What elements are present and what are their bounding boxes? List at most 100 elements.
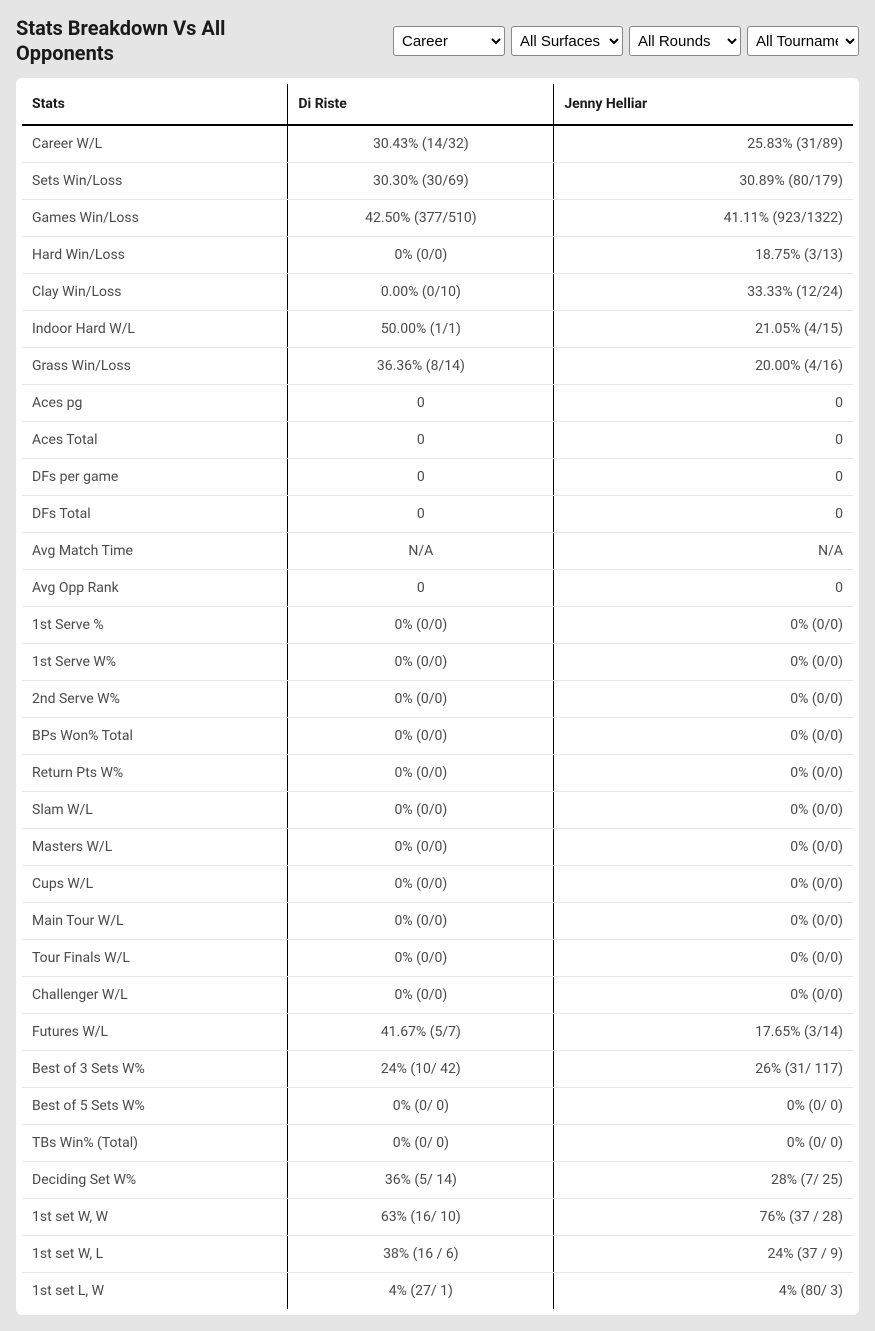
stat-label: 1st Serve W% xyxy=(22,644,288,681)
stat-label: 1st set W, L xyxy=(22,1236,288,1273)
stat-value-player2: 0% (0/0) xyxy=(554,792,853,829)
table-row: Masters W/L0% (0/0)0% (0/0) xyxy=(22,829,853,866)
table-row: Career W/L30.43% (14/32)25.83% (31/89) xyxy=(22,125,853,163)
stat-label: Games Win/Loss xyxy=(22,200,288,237)
stat-value-player2: 0% (0/0) xyxy=(554,681,853,718)
table-row: Slam W/L0% (0/0)0% (0/0) xyxy=(22,792,853,829)
stat-value-player1: 63% (16/ 10) xyxy=(288,1199,554,1236)
stat-value-player2: 0% (0/0) xyxy=(554,718,853,755)
stat-value-player2: 28% (7/ 25) xyxy=(554,1162,853,1199)
stat-value-player1: 0 xyxy=(288,385,554,422)
table-row: Main Tour W/L0% (0/0)0% (0/0) xyxy=(22,903,853,940)
stat-value-player2: 0 xyxy=(554,459,853,496)
stat-label: 1st set L, W xyxy=(22,1273,288,1310)
stat-label: Return Pts W% xyxy=(22,755,288,792)
stat-value-player1: 0 xyxy=(288,570,554,607)
stat-value-player1: 36% (5/ 14) xyxy=(288,1162,554,1199)
column-header-stats: Stats xyxy=(22,84,288,125)
stat-value-player2: 25.83% (31/89) xyxy=(554,125,853,163)
stat-label: Challenger W/L xyxy=(22,977,288,1014)
stat-value-player1: 0% (0/0) xyxy=(288,607,554,644)
filter-surface-select[interactable]: All Surfaces xyxy=(511,26,623,56)
stat-value-player1: 0% (0/0) xyxy=(288,940,554,977)
filter-tournaments-select[interactable]: All Tournaments xyxy=(747,26,859,56)
stat-value-player1: 0% (0/0) xyxy=(288,718,554,755)
stat-value-player1: 36.36% (8/14) xyxy=(288,348,554,385)
stat-value-player1: 0% (0/0) xyxy=(288,681,554,718)
table-row: Challenger W/L0% (0/0)0% (0/0) xyxy=(22,977,853,1014)
stat-value-player2: 0% (0/0) xyxy=(554,940,853,977)
stat-label: Sets Win/Loss xyxy=(22,163,288,200)
stat-value-player1: 38% (16 / 6) xyxy=(288,1236,554,1273)
stat-value-player2: 0% (0/0) xyxy=(554,607,853,644)
stat-label: Best of 5 Sets W% xyxy=(22,1088,288,1125)
stat-value-player2: 0 xyxy=(554,570,853,607)
stat-value-player2: 0% (0/0) xyxy=(554,644,853,681)
stat-value-player2: 24% (37 / 9) xyxy=(554,1236,853,1273)
stat-value-player2: 20.00% (4/16) xyxy=(554,348,853,385)
stat-value-player1: 0% (0/0) xyxy=(288,237,554,274)
table-row: Avg Match TimeN/AN/A xyxy=(22,533,853,570)
table-row: Return Pts W%0% (0/0)0% (0/0) xyxy=(22,755,853,792)
stat-value-player1: 30.43% (14/32) xyxy=(288,125,554,163)
stat-value-player1: 0% (0/0) xyxy=(288,903,554,940)
table-row: Best of 3 Sets W%24% (10/ 42)26% (31/ 11… xyxy=(22,1051,853,1088)
table-row: Clay Win/Loss0.00% (0/10)33.33% (12/24) xyxy=(22,274,853,311)
table-row: Indoor Hard W/L50.00% (1/1)21.05% (4/15) xyxy=(22,311,853,348)
stat-value-player1: 0% (0/0) xyxy=(288,977,554,1014)
stat-label: Futures W/L xyxy=(22,1014,288,1051)
table-row: 1st set W, L38% (16 / 6)24% (37 / 9) xyxy=(22,1236,853,1273)
table-row: Avg Opp Rank00 xyxy=(22,570,853,607)
table-row: Best of 5 Sets W%0% (0/ 0)0% (0/ 0) xyxy=(22,1088,853,1125)
stat-label: Cups W/L xyxy=(22,866,288,903)
table-row: 1st set L, W4% (27/ 1)4% (80/ 3) xyxy=(22,1273,853,1310)
stat-value-player2: 4% (80/ 3) xyxy=(554,1273,853,1310)
filter-career-select[interactable]: Career xyxy=(393,26,505,56)
table-row: Aces Total00 xyxy=(22,422,853,459)
table-row: Futures W/L41.67% (5/7)17.65% (3/14) xyxy=(22,1014,853,1051)
stat-value-player2: 0% (0/0) xyxy=(554,977,853,1014)
table-row: DFs Total00 xyxy=(22,496,853,533)
stat-value-player1: 30.30% (30/69) xyxy=(288,163,554,200)
page-title: Stats Breakdown Vs All Opponents xyxy=(16,16,316,66)
table-header-row: Stats Di Riste Jenny Helliar xyxy=(22,84,853,125)
stat-value-player1: 0% (0/0) xyxy=(288,866,554,903)
stat-label: Clay Win/Loss xyxy=(22,274,288,311)
stat-label: Avg Match Time xyxy=(22,533,288,570)
stat-value-player2: 0 xyxy=(554,496,853,533)
table-row: 1st Serve %0% (0/0)0% (0/0) xyxy=(22,607,853,644)
stat-value-player1: 41.67% (5/7) xyxy=(288,1014,554,1051)
table-row: DFs per game00 xyxy=(22,459,853,496)
stat-value-player2: 30.89% (80/179) xyxy=(554,163,853,200)
table-row: TBs Win% (Total)0% (0/ 0)0% (0/ 0) xyxy=(22,1125,853,1162)
stats-card: Stats Di Riste Jenny Helliar Career W/L3… xyxy=(16,78,859,1315)
stat-label: DFs per game xyxy=(22,459,288,496)
table-row: Deciding Set W%36% (5/ 14)28% (7/ 25) xyxy=(22,1162,853,1199)
stat-value-player1: 42.50% (377/510) xyxy=(288,200,554,237)
stat-value-player2: 0 xyxy=(554,422,853,459)
stat-value-player2: 0% (0/ 0) xyxy=(554,1125,853,1162)
stat-value-player1: 0 xyxy=(288,496,554,533)
stat-label: Indoor Hard W/L xyxy=(22,311,288,348)
column-header-player1: Di Riste xyxy=(288,84,554,125)
table-row: Tour Finals W/L0% (0/0)0% (0/0) xyxy=(22,940,853,977)
stat-label: 2nd Serve W% xyxy=(22,681,288,718)
stat-label: BPs Won% Total xyxy=(22,718,288,755)
stat-value-player2: 0% (0/0) xyxy=(554,755,853,792)
stat-label: Grass Win/Loss xyxy=(22,348,288,385)
table-row: Sets Win/Loss30.30% (30/69)30.89% (80/17… xyxy=(22,163,853,200)
table-row: BPs Won% Total0% (0/0)0% (0/0) xyxy=(22,718,853,755)
stat-label: 1st Serve % xyxy=(22,607,288,644)
stat-label: Slam W/L xyxy=(22,792,288,829)
stat-value-player2: 76% (37 / 28) xyxy=(554,1199,853,1236)
stat-label: TBs Win% (Total) xyxy=(22,1125,288,1162)
table-row: Grass Win/Loss36.36% (8/14)20.00% (4/16) xyxy=(22,348,853,385)
stat-value-player1: 0% (0/0) xyxy=(288,755,554,792)
stat-value-player1: 0% (0/ 0) xyxy=(288,1088,554,1125)
stats-table: Stats Di Riste Jenny Helliar Career W/L3… xyxy=(22,84,853,1309)
filter-rounds-select[interactable]: All Rounds xyxy=(629,26,741,56)
stat-label: DFs Total xyxy=(22,496,288,533)
stat-value-player1: 0% (0/0) xyxy=(288,792,554,829)
stat-label: Career W/L xyxy=(22,125,288,163)
stat-label: Aces Total xyxy=(22,422,288,459)
